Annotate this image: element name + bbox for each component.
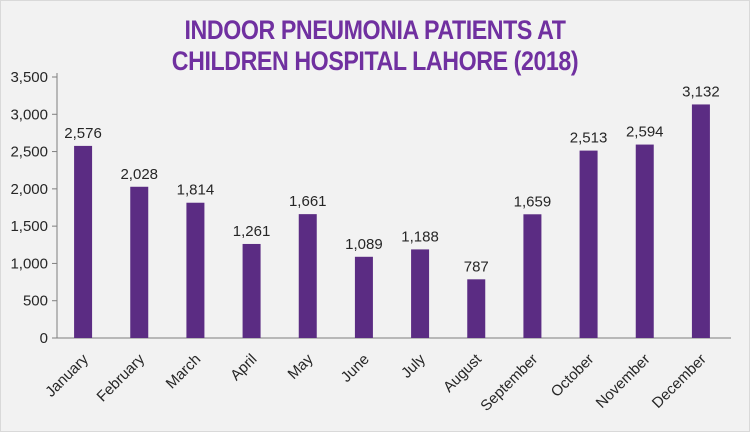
x-tick-label: April (227, 351, 260, 384)
data-label: 1,661 (289, 193, 327, 210)
data-label: 1,659 (514, 193, 552, 210)
bar-october (579, 150, 598, 338)
y-tick-label: 3,000 (10, 106, 48, 123)
x-tick-label: October (548, 351, 598, 401)
x-tick-label: March (163, 351, 204, 392)
y-tick-label: 3,500 (10, 69, 48, 86)
data-label: 3,132 (682, 83, 720, 100)
y-tick-label: 1,500 (10, 218, 48, 235)
chart-title: INDOOR PNEUMONIA PATIENTS AT CHILDREN HO… (53, 15, 696, 77)
y-tick-label: 0 (40, 330, 48, 347)
x-tick-label: July (398, 350, 429, 381)
data-label: 2,594 (626, 124, 664, 141)
bar-august (467, 279, 486, 338)
bar-april (242, 243, 261, 338)
y-tick-label: 1,000 (10, 255, 48, 272)
chart-title-line-1: INDOOR PNEUMONIA PATIENTS AT (184, 15, 566, 45)
bar-december (691, 104, 710, 338)
data-label: 1,089 (345, 236, 383, 253)
bar-november (635, 144, 654, 338)
x-tick-label: May (285, 350, 317, 382)
chart-title-line-2: CHILDREN HOSPITAL LAHORE (2018) (171, 46, 579, 76)
bar-september (523, 214, 542, 338)
data-label: 1,814 (177, 182, 215, 199)
x-tick-label: February (94, 350, 149, 405)
y-tick-label: 2,000 (10, 181, 48, 198)
x-tick-label: June (338, 351, 373, 386)
x-tick-label: August (440, 350, 486, 396)
data-label: 787 (464, 258, 489, 275)
data-label: 1,188 (401, 228, 439, 245)
data-label: 2,028 (120, 166, 158, 183)
bar-january (74, 145, 93, 338)
data-label: 2,576 (64, 125, 102, 142)
bar-february (130, 186, 149, 338)
bar-june (354, 256, 373, 338)
bar-march (186, 202, 205, 338)
bar-may (298, 214, 317, 338)
bar-july (411, 249, 430, 338)
data-label: 2,513 (570, 130, 608, 147)
x-tick-label: September (477, 351, 541, 415)
x-tick-label: November (593, 351, 654, 412)
x-tick-label: December (649, 351, 710, 412)
y-tick-label: 2,500 (10, 144, 48, 161)
data-label: 1,261 (233, 223, 271, 240)
y-tick-label: 500 (23, 293, 48, 310)
x-tick-label: January (42, 350, 92, 400)
